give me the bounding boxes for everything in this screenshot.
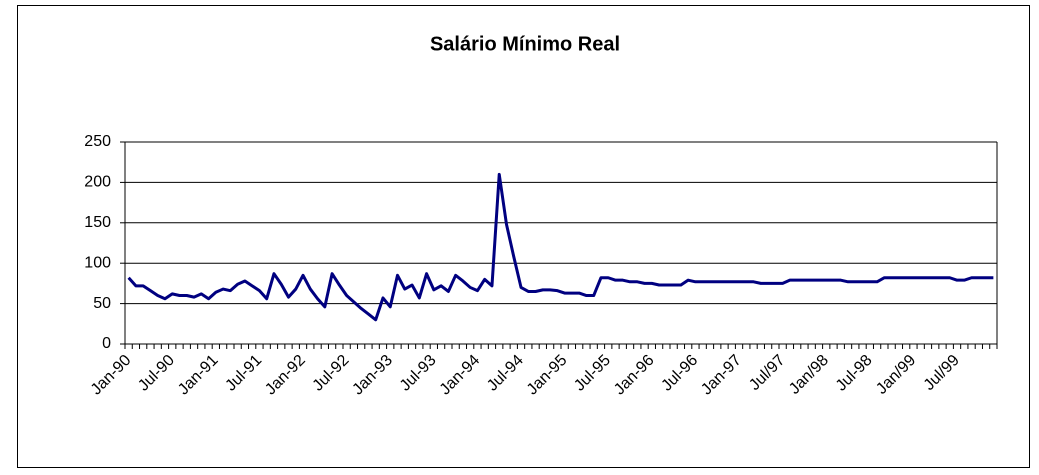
y-tick-label: 150 bbox=[84, 214, 111, 231]
y-tick-label: 50 bbox=[93, 295, 111, 312]
line-series bbox=[127, 172, 994, 322]
y-tick-label: 200 bbox=[84, 174, 111, 191]
y-tick-label: 100 bbox=[84, 254, 111, 271]
chart-title: Salário Mínimo Real bbox=[430, 33, 620, 55]
chart-border bbox=[17, 5, 1030, 468]
y-tick-label: 250 bbox=[84, 133, 111, 150]
y-tick-label: 0 bbox=[102, 335, 111, 352]
